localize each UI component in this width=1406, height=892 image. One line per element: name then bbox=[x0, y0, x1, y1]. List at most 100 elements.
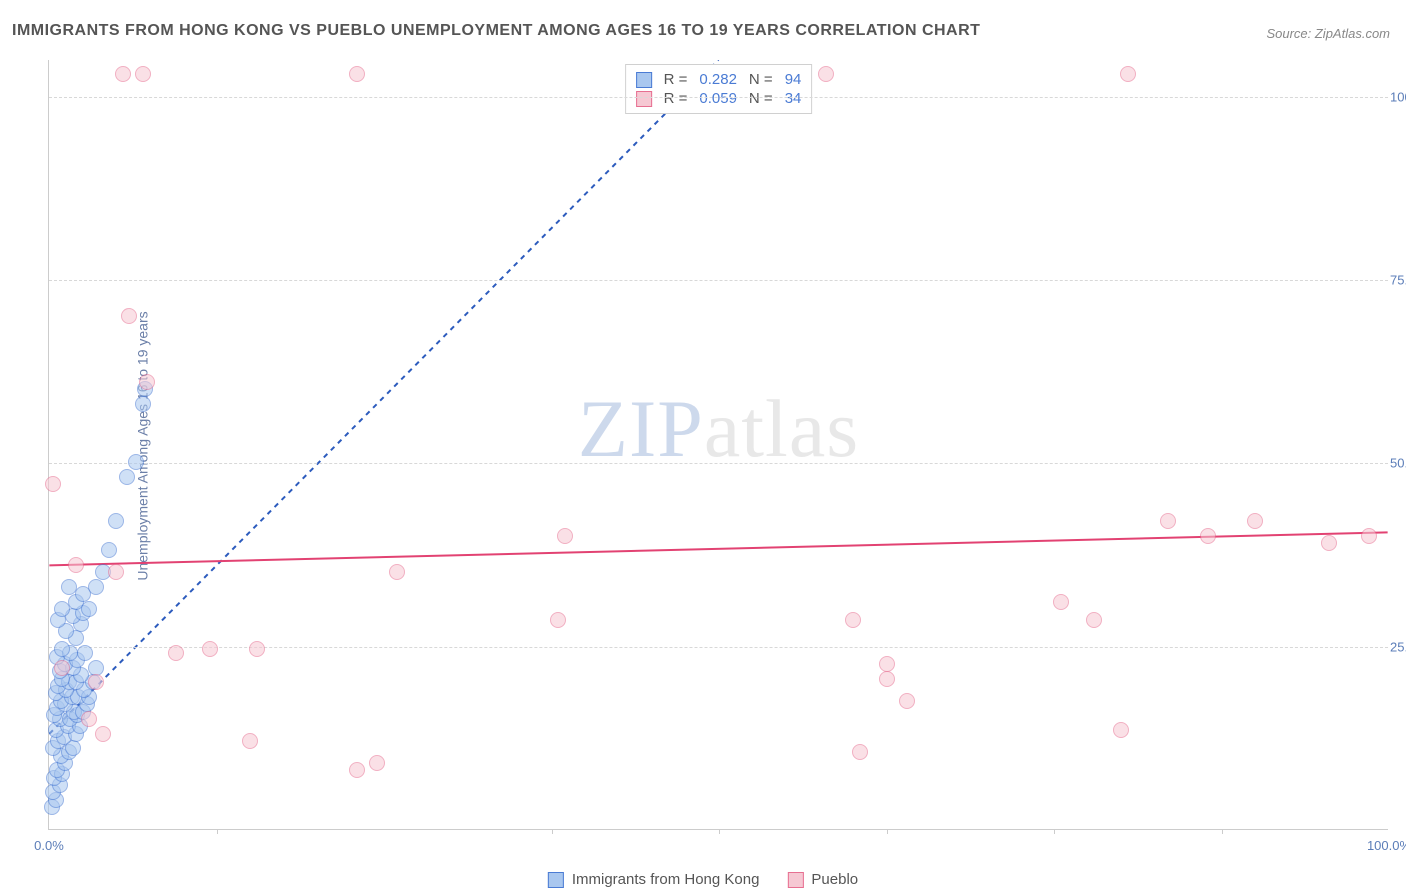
watermark: ZIPatlas bbox=[578, 382, 859, 476]
stats-n-label: N = bbox=[749, 90, 773, 107]
x-tick-label: 100.0% bbox=[1367, 838, 1406, 853]
scatter-point bbox=[550, 612, 566, 628]
scatter-point bbox=[349, 66, 365, 82]
y-tick-label: 100.0% bbox=[1390, 89, 1406, 104]
legend-item: Immigrants from Hong Kong bbox=[548, 871, 760, 888]
scatter-point bbox=[1247, 513, 1263, 529]
scatter-point bbox=[79, 696, 95, 712]
scatter-point bbox=[852, 744, 868, 760]
scatter-point bbox=[369, 755, 385, 771]
scatter-point bbox=[389, 564, 405, 580]
chart-title: IMMIGRANTS FROM HONG KONG VS PUEBLO UNEM… bbox=[12, 22, 980, 40]
scatter-point bbox=[242, 733, 258, 749]
scatter-point bbox=[61, 579, 77, 595]
scatter-point bbox=[879, 671, 895, 687]
scatter-point bbox=[68, 674, 84, 690]
scatter-point bbox=[81, 711, 97, 727]
scatter-point bbox=[49, 762, 65, 778]
scatter-point bbox=[899, 693, 915, 709]
stats-swatch bbox=[636, 91, 652, 107]
scatter-point bbox=[1120, 66, 1136, 82]
scatter-point bbox=[76, 682, 92, 698]
scatter-point bbox=[68, 557, 84, 573]
scatter-point bbox=[68, 726, 84, 742]
stats-row: R = 0.059 N = 34 bbox=[636, 90, 802, 107]
scatter-point bbox=[58, 623, 74, 639]
watermark-zip: ZIP bbox=[578, 383, 704, 474]
scatter-point bbox=[68, 630, 84, 646]
scatter-point bbox=[49, 700, 65, 716]
stats-n-label: N = bbox=[749, 71, 773, 88]
legend-item: Pueblo bbox=[787, 871, 858, 888]
scatter-point bbox=[68, 594, 84, 610]
scatter-point bbox=[57, 656, 73, 672]
gridline-h bbox=[49, 647, 1388, 648]
scatter-point bbox=[75, 704, 91, 720]
trend-lines-svg bbox=[49, 60, 1388, 829]
scatter-point bbox=[108, 564, 124, 580]
trend-line bbox=[49, 532, 1387, 565]
scatter-point bbox=[349, 762, 365, 778]
scatter-point bbox=[61, 674, 77, 690]
legend-swatch bbox=[548, 872, 564, 888]
scatter-point bbox=[88, 660, 104, 676]
trend-line bbox=[49, 60, 718, 734]
scatter-point bbox=[75, 605, 91, 621]
scatter-point bbox=[557, 528, 573, 544]
correlation-stats-box: R = 0.282 N = 94 R = 0.059 N = 34 bbox=[625, 64, 813, 114]
scatter-point bbox=[46, 770, 62, 786]
scatter-point bbox=[119, 469, 135, 485]
scatter-point bbox=[1160, 513, 1176, 529]
scatter-point bbox=[58, 682, 74, 698]
y-tick-label: 75.0% bbox=[1390, 273, 1406, 288]
x-tick-mark bbox=[552, 829, 553, 834]
scatter-point bbox=[69, 707, 85, 723]
scatter-point bbox=[1086, 612, 1102, 628]
stats-n-value: 94 bbox=[785, 71, 802, 88]
x-tick-mark bbox=[217, 829, 218, 834]
stats-r-value: 0.059 bbox=[699, 90, 737, 107]
scatter-point bbox=[81, 601, 97, 617]
scatter-plot-area: ZIPatlas R = 0.282 N = 94 R = 0.059 N = … bbox=[48, 60, 1388, 830]
stats-swatch bbox=[636, 72, 652, 88]
scatter-point bbox=[88, 579, 104, 595]
stats-r-value: 0.282 bbox=[699, 71, 737, 88]
legend-label: Immigrants from Hong Kong bbox=[572, 871, 760, 888]
scatter-point bbox=[52, 663, 68, 679]
scatter-point bbox=[62, 711, 78, 727]
scatter-point bbox=[249, 641, 265, 657]
scatter-point bbox=[45, 740, 61, 756]
scatter-point bbox=[1113, 722, 1129, 738]
scatter-point bbox=[56, 729, 72, 745]
scatter-point bbox=[108, 513, 124, 529]
scatter-point bbox=[53, 748, 69, 764]
stats-r-label: R = bbox=[664, 71, 688, 88]
scatter-point bbox=[75, 586, 91, 602]
scatter-point bbox=[72, 718, 88, 734]
scatter-point bbox=[45, 784, 61, 800]
x-tick-mark bbox=[1222, 829, 1223, 834]
watermark-atlas: atlas bbox=[704, 383, 859, 474]
scatter-point bbox=[50, 612, 66, 628]
legend-swatch bbox=[787, 872, 803, 888]
scatter-point bbox=[64, 689, 80, 705]
scatter-point bbox=[50, 678, 66, 694]
scatter-point bbox=[85, 674, 101, 690]
scatter-point bbox=[57, 755, 73, 771]
scatter-point bbox=[65, 608, 81, 624]
x-tick-mark bbox=[719, 829, 720, 834]
legend-label: Pueblo bbox=[811, 871, 858, 888]
scatter-point bbox=[60, 718, 76, 734]
x-tick-label: 0.0% bbox=[34, 838, 64, 853]
scatter-point bbox=[53, 693, 69, 709]
scatter-point bbox=[54, 766, 70, 782]
scatter-point bbox=[54, 660, 70, 676]
scatter-point bbox=[46, 707, 62, 723]
x-tick-mark bbox=[1054, 829, 1055, 834]
stats-row: R = 0.282 N = 94 bbox=[636, 71, 802, 88]
scatter-point bbox=[48, 792, 64, 808]
scatter-point bbox=[57, 696, 73, 712]
scatter-point bbox=[45, 476, 61, 492]
gridline-h bbox=[49, 280, 1388, 281]
y-tick-label: 25.0% bbox=[1390, 639, 1406, 654]
